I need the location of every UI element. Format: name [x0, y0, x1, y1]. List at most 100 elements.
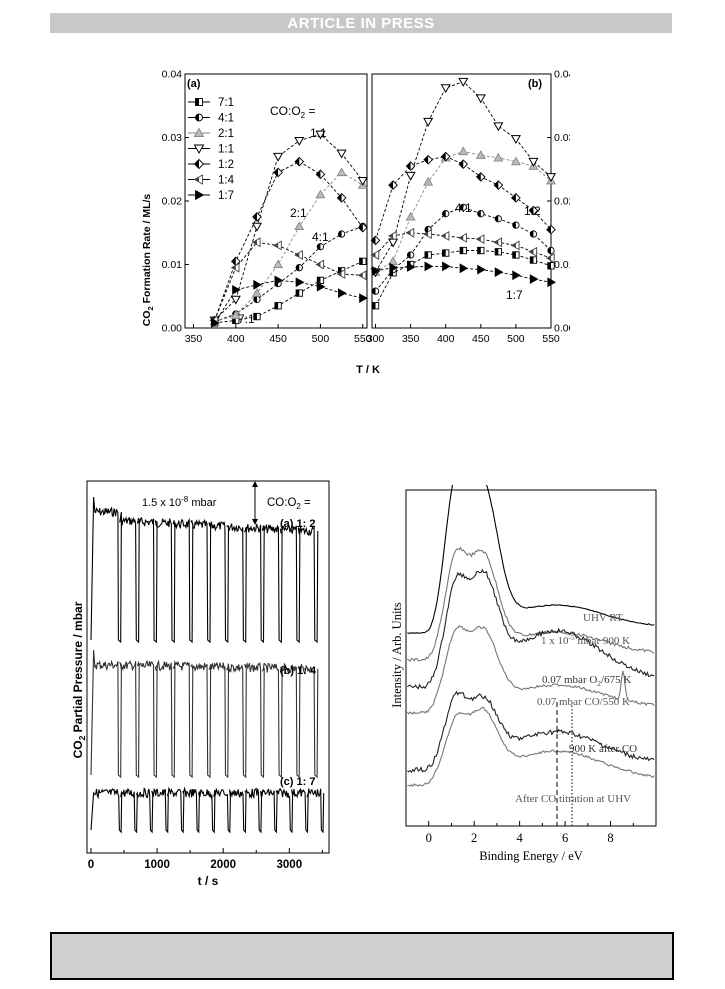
annot-a-4-1: 4:1 — [312, 230, 329, 244]
marker-triangle-down — [193, 144, 205, 155]
spectra-xlabel: Binding Energy / eV — [479, 849, 583, 863]
marker-1:2 — [370, 235, 381, 246]
marker-triangle-down — [388, 238, 399, 248]
marker-1:1 — [493, 122, 504, 132]
marker-1:4 — [315, 259, 325, 270]
marker-diamond-fill — [406, 161, 411, 171]
marker-triangle-right — [459, 263, 469, 274]
spectrum-0 — [407, 485, 655, 635]
marker-1:2 — [405, 161, 416, 171]
marker-triangle-up — [294, 221, 305, 231]
label-900k-after-co: 900 K after CO — [569, 743, 637, 755]
legend-label: 2:1 — [218, 128, 234, 140]
marker-1:1 — [357, 176, 368, 186]
y-tick-label: 0.04 — [162, 69, 183, 81]
marker-triangle-down — [528, 157, 539, 167]
marker-7:1 — [477, 246, 485, 255]
marker-1:4 — [510, 240, 520, 251]
marker-1:2 — [357, 222, 368, 233]
x-tick-label: 550 — [354, 333, 372, 345]
marker-triangle-right — [253, 279, 262, 290]
marker-2:1 — [230, 310, 241, 319]
marker-1:1 — [423, 117, 434, 127]
marker-1:2 — [193, 158, 205, 170]
marker-1:1 — [251, 222, 263, 232]
scale-bar-label: 1.5 x 10-8 mbar — [142, 495, 217, 509]
marker-triangle-up — [315, 189, 326, 199]
marker-1:4 — [405, 227, 415, 238]
marker-4:1 — [459, 203, 467, 212]
marker-square-fill — [296, 289, 300, 297]
y-tick-label: 0.04 — [554, 69, 570, 81]
marker-circle-fill — [407, 251, 411, 259]
marker-1:7 — [424, 261, 434, 272]
marker-1:7 — [494, 267, 504, 278]
series-line-1:4 — [214, 241, 363, 321]
x-tick-label: 0 — [426, 831, 432, 845]
x-tick-label: 450 — [472, 333, 490, 345]
legend-label: 4:1 — [218, 113, 234, 125]
x-tick-label: 550 — [542, 333, 560, 345]
marker-4:1 — [406, 251, 415, 259]
marker-diamond-fill — [295, 157, 300, 166]
marker-triangle-left-fill — [494, 240, 499, 245]
marker-7:1 — [494, 248, 503, 256]
marker-circle-fill — [442, 210, 446, 217]
marker-triangle-down — [273, 152, 284, 162]
series-line-1:2 — [375, 156, 552, 241]
marker-circle-fill — [317, 243, 321, 250]
marker-1:4 — [193, 174, 203, 185]
x-tick-label: 6 — [562, 831, 568, 845]
series-line-1:2 — [214, 161, 364, 321]
marker-triangle-up — [510, 156, 521, 166]
marker-1:1 — [405, 171, 416, 181]
transients-xlabel: t / s — [198, 874, 219, 888]
marker-square-fill — [372, 302, 376, 309]
marker-1:4 — [387, 230, 397, 241]
marker-triangle-down — [510, 135, 521, 144]
marker-diamond — [511, 192, 521, 203]
x-tick-label: 400 — [227, 333, 245, 345]
marker-1:7 — [338, 288, 347, 298]
label-900k: 1 x 10-5 mbar 900 K — [541, 633, 630, 647]
transient-trace-1 — [90, 649, 319, 779]
marker-square-fill — [195, 98, 199, 106]
marker-diamond-fill — [273, 168, 279, 177]
marker-circle-fill — [372, 287, 376, 295]
marker-square-fill — [359, 258, 363, 265]
marker-square-fill — [477, 247, 481, 254]
marker-1:2 — [493, 180, 504, 190]
marker-1:1 — [193, 144, 205, 155]
marker-diamond-fill — [529, 206, 534, 215]
marker-square-fill — [547, 262, 551, 269]
marker-diamond-fill — [252, 212, 257, 222]
marker-square-fill — [424, 251, 429, 259]
marker-circle-fill — [512, 221, 516, 229]
marker-1:4 — [294, 250, 303, 260]
series-label-a: (a) 1: 2 — [280, 518, 315, 530]
marker-1:2 — [336, 192, 347, 203]
marker-4:1 — [529, 230, 538, 238]
annot-a-1-1: 1:1 — [310, 126, 327, 140]
series-label-c: (c) 1: 7 — [280, 776, 315, 788]
legend-label: 1:2 — [218, 159, 234, 171]
x-tick-label: 2000 — [210, 859, 236, 871]
banner-title: ARTICLE IN PRESS — [287, 15, 435, 32]
marker-triangle-down — [294, 136, 305, 146]
marker-7:1 — [295, 289, 303, 297]
marker-circle-fill — [195, 114, 199, 121]
annot-b-4-1: 4:1 — [455, 201, 472, 215]
xps-spectra-figure: Intensity / Arb. Units 0 2 4 6 8 UHV RT 1 x … — [390, 485, 657, 863]
ratio-header: CO:O2 = — [270, 104, 315, 120]
marker-1:2 — [388, 180, 398, 190]
marker-1:1 — [315, 130, 326, 140]
marker-diamond-fill — [511, 193, 516, 203]
marker-triangle-right — [424, 261, 434, 272]
marker-circle-fill — [547, 247, 551, 254]
x-tick-label: 2 — [471, 831, 477, 845]
annot-b-1-2: 1:2 — [524, 204, 541, 218]
marker-diamond-fill — [316, 170, 321, 179]
marker-triangle-left-fill — [371, 252, 376, 258]
marker-4:1 — [253, 295, 261, 304]
marker-1:4 — [423, 229, 432, 239]
